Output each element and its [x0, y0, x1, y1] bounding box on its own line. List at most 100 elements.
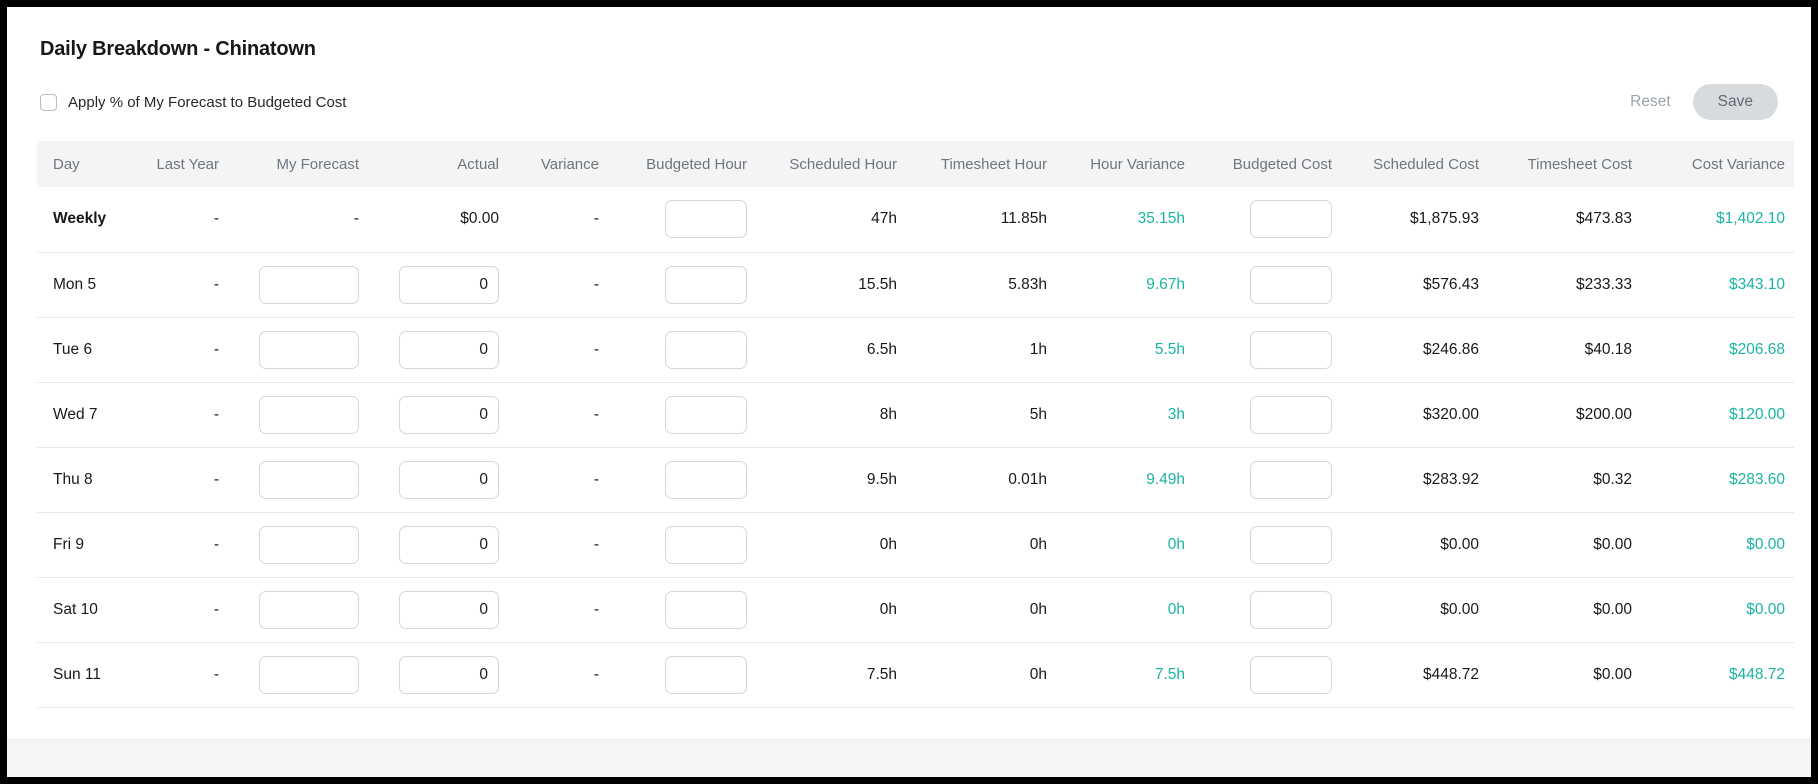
column-header-hour-variance: Hour Variance: [1047, 141, 1185, 187]
actual-input[interactable]: [399, 395, 499, 434]
cell-variance: -: [499, 512, 599, 578]
budgeted-hour-input[interactable]: [665, 590, 747, 629]
cell-actual: [359, 642, 499, 708]
budgeted-cost-input[interactable]: [1250, 395, 1332, 434]
cell-timesheet-cost: $40.18: [1479, 317, 1632, 383]
cell-timesheet-cost: $473.83: [1479, 187, 1632, 253]
cell-cost-variance: $448.72: [1632, 642, 1794, 708]
budgeted-hour-input[interactable]: [665, 265, 747, 304]
row-label: Mon 5: [37, 252, 127, 318]
budgeted-cost-input[interactable]: [1250, 330, 1332, 369]
my-forecast-input[interactable]: [259, 655, 359, 694]
cell-scheduled-cost: $448.72: [1332, 642, 1479, 708]
cell-scheduled-hour: 0h: [747, 512, 897, 578]
my-forecast-input[interactable]: [259, 525, 359, 564]
row-label: Sun 11: [37, 642, 127, 708]
cell-cost-variance: $0.00: [1632, 577, 1794, 643]
table-row: Weekly - - $0.00-47h 11.85h 35.15h $1,875.93 $4…: [37, 187, 1794, 253]
actual-input[interactable]: [399, 460, 499, 499]
cell-variance: -: [499, 252, 599, 318]
cell-last-year: -: [127, 642, 219, 708]
cell-actual: [359, 317, 499, 383]
cell-cost-variance: $206.68: [1632, 317, 1794, 383]
cell-budgeted-hour: [599, 512, 747, 578]
row-label: Weekly: [37, 187, 127, 253]
cell-timesheet-hour: 0h: [897, 512, 1047, 578]
cell-scheduled-cost: $1,875.93: [1332, 187, 1479, 253]
row-label: Thu 8: [37, 447, 127, 513]
cell-hour-variance: 0h: [1047, 512, 1185, 578]
actual-input[interactable]: [399, 655, 499, 694]
column-header-day: Day: [37, 141, 127, 187]
cell-variance: -: [499, 577, 599, 643]
budgeted-cost-input[interactable]: [1250, 460, 1332, 499]
column-header-budgeted-hour: Budgeted Hour: [599, 141, 747, 187]
my-forecast-input[interactable]: [259, 265, 359, 304]
budgeted-cost-input[interactable]: [1250, 590, 1332, 629]
cell-scheduled-cost: $246.86: [1332, 317, 1479, 383]
cell-scheduled-hour: 0h: [747, 577, 897, 643]
column-header-scheduled-hour: Scheduled Hour: [747, 141, 897, 187]
column-header-cost-variance: Cost Variance: [1632, 141, 1794, 187]
budgeted-hour-input[interactable]: [665, 330, 747, 369]
cell-timesheet-cost: $200.00: [1479, 382, 1632, 448]
table-row: Mon 5--15.5h5.83h9.67h$576.43$233.33$343…: [37, 252, 1794, 318]
cell-last-year: -: [127, 577, 219, 643]
budgeted-cost-input[interactable]: [1250, 265, 1332, 304]
cell-budgeted-hour: [599, 577, 747, 643]
my-forecast-input[interactable]: [259, 330, 359, 369]
cell-cost-variance: $120.00: [1632, 382, 1794, 448]
cell-budgeted-cost: [1185, 447, 1332, 513]
cell-scheduled-hour: 7.5h: [747, 642, 897, 708]
cell-last-year: -: [127, 317, 219, 383]
cell-last-year: -: [127, 187, 219, 253]
cell-budgeted-hour: [599, 382, 747, 448]
cell-scheduled-hour: 15.5h: [747, 252, 897, 318]
actual-input[interactable]: [399, 590, 499, 629]
budgeted-cost-input[interactable]: [1250, 200, 1332, 239]
cell-timesheet-cost: $0.32: [1479, 447, 1632, 513]
reset-button[interactable]: Reset: [1630, 93, 1671, 110]
cell-hour-variance: 7.5h: [1047, 642, 1185, 708]
cell-last-year: -: [127, 512, 219, 578]
cell-actual: [359, 382, 499, 448]
cell-my-forecast: [219, 447, 359, 513]
cell-variance: -: [499, 382, 599, 448]
row-label: Tue 6: [37, 317, 127, 383]
apply-forecast-checkbox-label: Apply % of My Forecast to Budgeted Cost: [68, 93, 347, 111]
row-label: Wed 7: [37, 382, 127, 448]
cell-scheduled-hour: 8h: [747, 382, 897, 448]
toolbar: Apply % of My Forecast to Budgeted Cost …: [40, 83, 1778, 121]
cell-timesheet-cost: $0.00: [1479, 577, 1632, 643]
column-header-variance: Variance: [499, 141, 599, 187]
cell-cost-variance: $343.10: [1632, 252, 1794, 318]
apply-forecast-checkbox-row[interactable]: Apply % of My Forecast to Budgeted Cost: [40, 93, 347, 111]
my-forecast-input[interactable]: [259, 460, 359, 499]
actual-input[interactable]: [399, 330, 499, 369]
my-forecast-input[interactable]: [259, 590, 359, 629]
budgeted-hour-input[interactable]: [665, 200, 747, 239]
cell-my-forecast: [219, 512, 359, 578]
actual-input[interactable]: [399, 265, 499, 304]
budgeted-hour-input[interactable]: [665, 395, 747, 434]
actual-input[interactable]: [399, 525, 499, 564]
budgeted-cost-input[interactable]: [1250, 655, 1332, 694]
cell-budgeted-hour: [599, 447, 747, 513]
my-forecast-input[interactable]: [259, 395, 359, 434]
cell-budgeted-hour: [599, 317, 747, 383]
cell-budgeted-cost: [1185, 642, 1332, 708]
budgeted-cost-input[interactable]: [1250, 525, 1332, 564]
budgeted-hour-input[interactable]: [665, 655, 747, 694]
budgeted-hour-input[interactable]: [665, 460, 747, 499]
save-button[interactable]: Save: [1692, 84, 1778, 120]
cell-timesheet-hour: 0.01h: [897, 447, 1047, 513]
daily-breakdown-table: Day Last Year My Forecast Actual Variance Bud…: [37, 141, 1794, 708]
apply-forecast-checkbox[interactable]: [40, 93, 57, 111]
budgeted-hour-input[interactable]: [665, 525, 747, 564]
footer-bar: [7, 739, 1811, 777]
cell-cost-variance: $283.60: [1632, 447, 1794, 513]
cell-hour-variance: 9.49h: [1047, 447, 1185, 513]
cell-hour-variance: 35.15h: [1047, 187, 1185, 253]
